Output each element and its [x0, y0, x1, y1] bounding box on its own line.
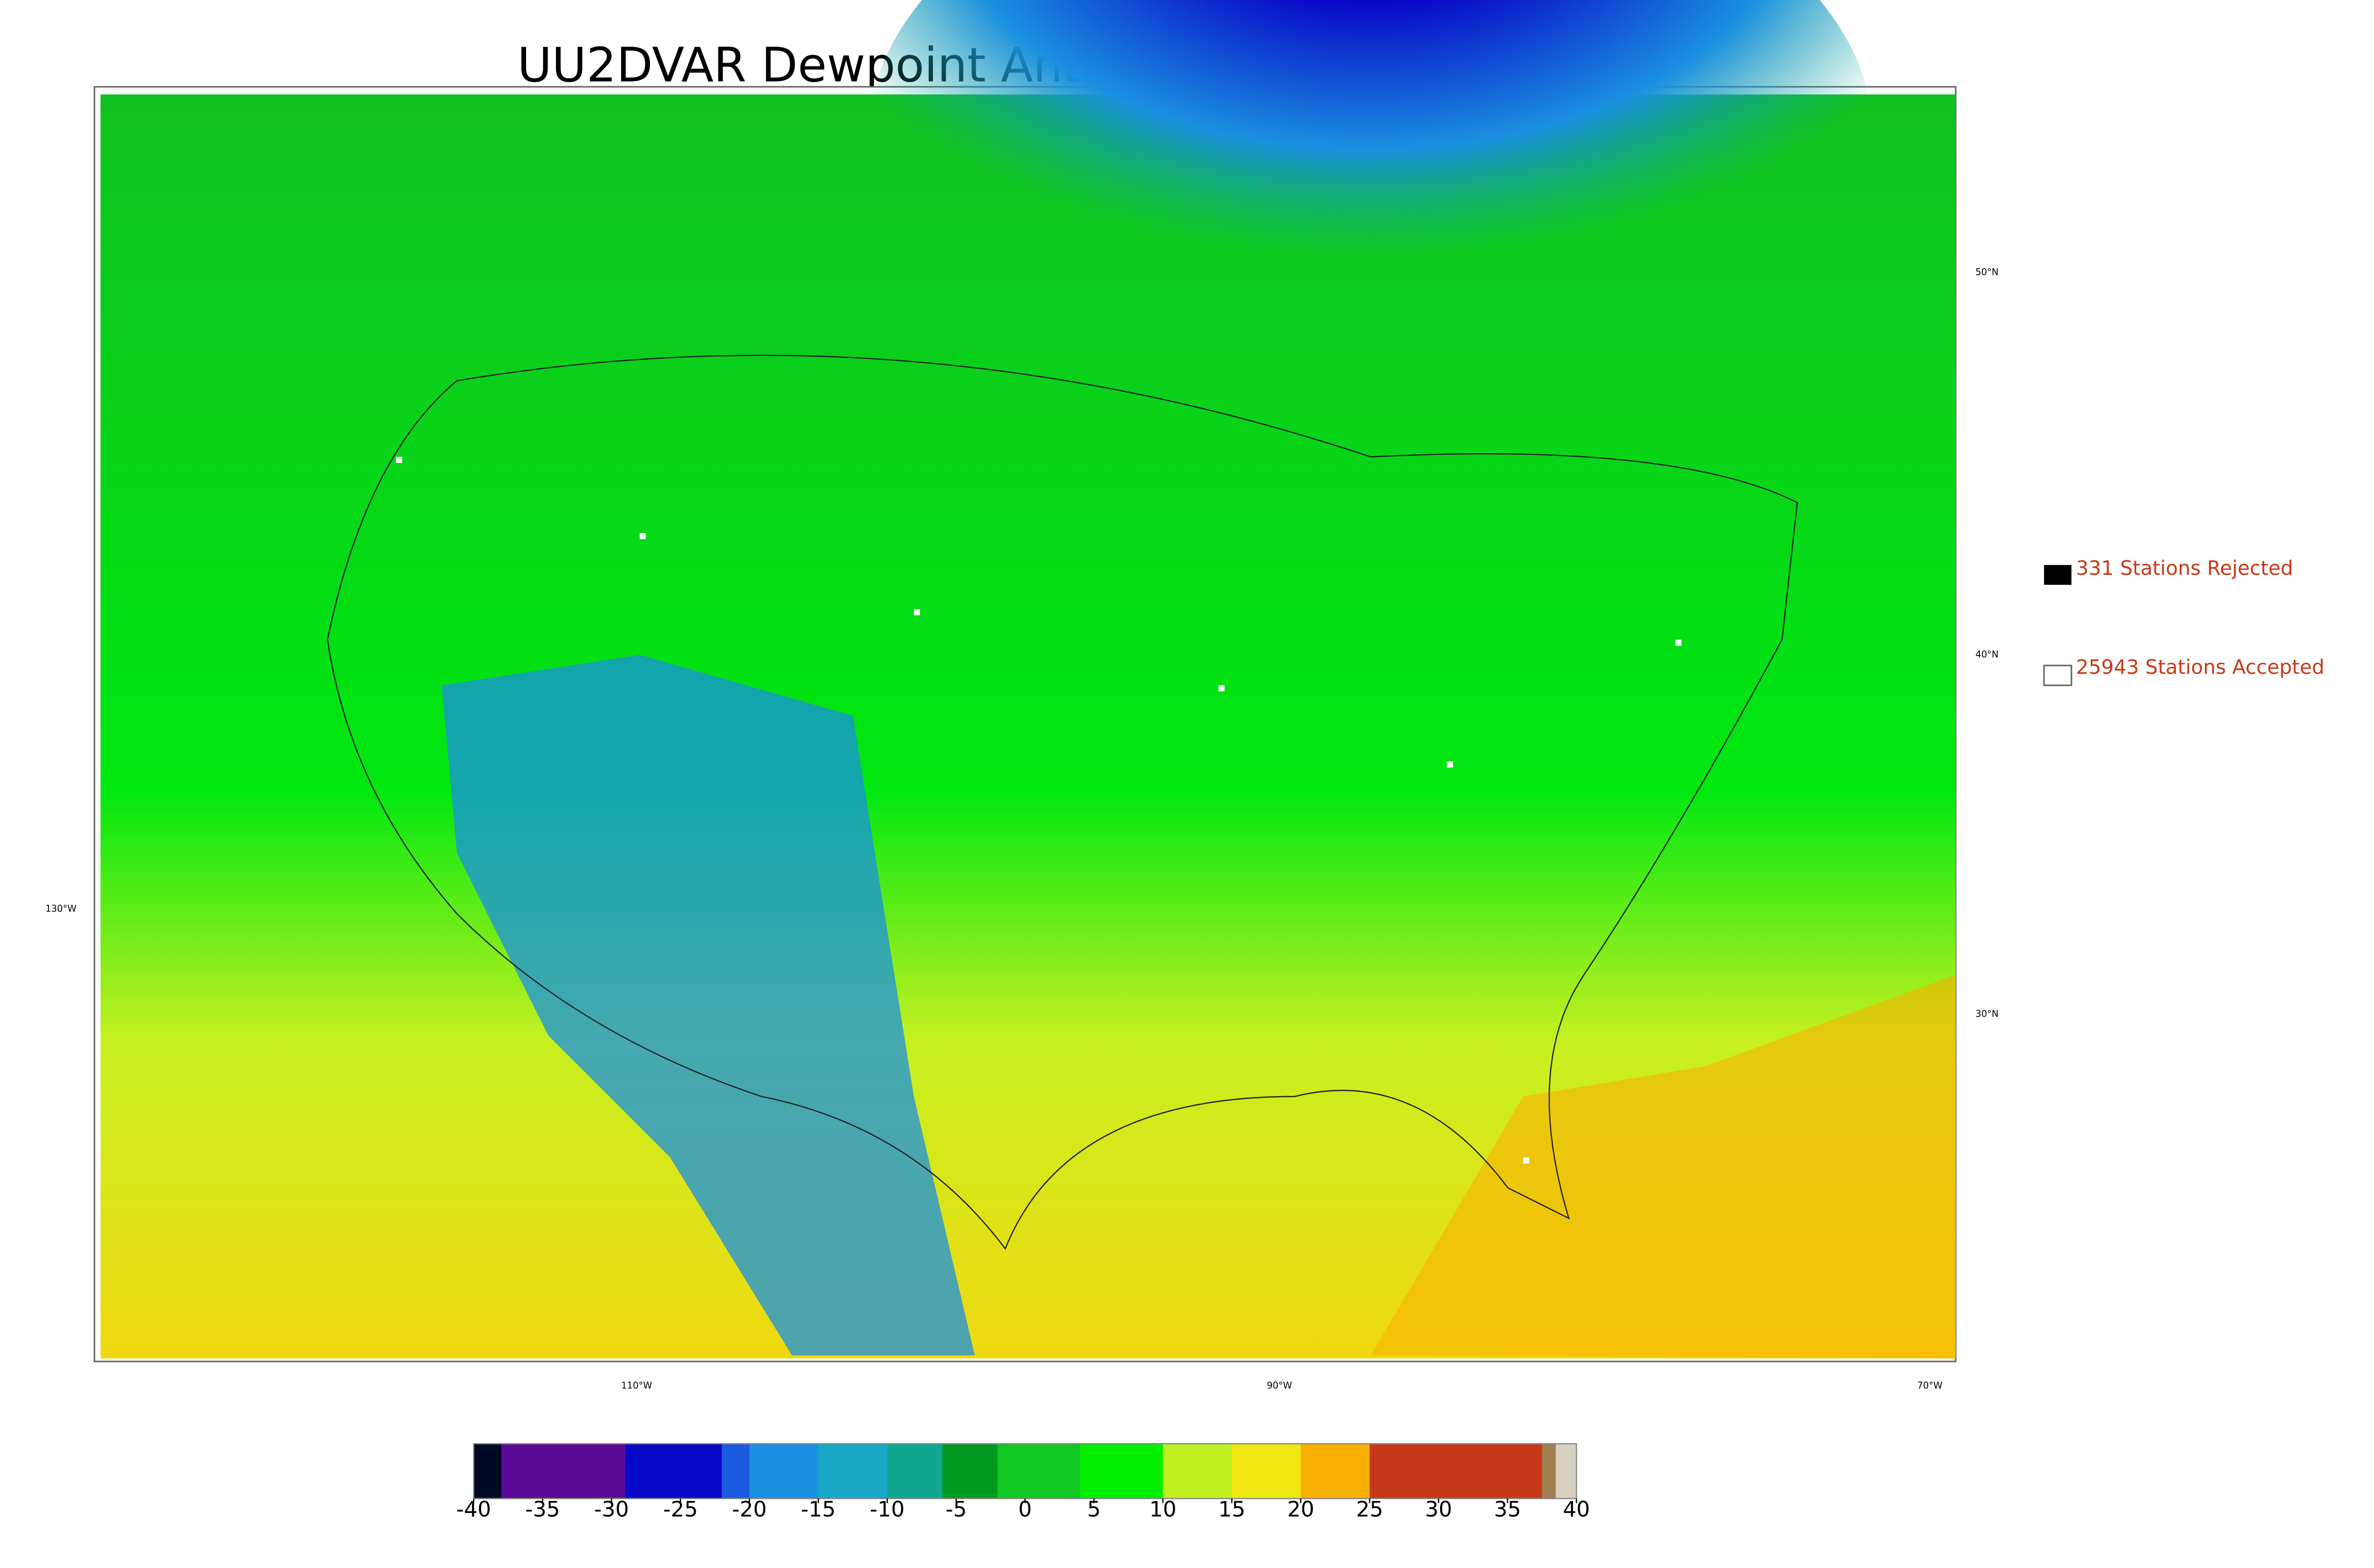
colorbar-segment [887, 1444, 943, 1499]
latitude-label: 30°N [1976, 1008, 1998, 1019]
station-dot [1218, 685, 1225, 692]
warm-region [1371, 975, 1956, 1359]
colorbar-tick-label: 40 [1563, 1496, 1590, 1521]
colorbar-segment [942, 1444, 998, 1499]
dry-region [442, 655, 975, 1356]
colorbar-segment [1163, 1444, 1233, 1499]
colorbar-tick-label: -10 [870, 1496, 904, 1521]
colorbar-tick-label: -5 [945, 1496, 967, 1521]
station-dot [396, 457, 402, 463]
colorbar-segment [625, 1444, 723, 1499]
legend-rejected: 331 Stations Rejected [2076, 556, 2293, 580]
rejected-swatch [2044, 565, 2072, 585]
colorbar-tick-label: -25 [663, 1496, 697, 1521]
colorbar-tick-label: 35 [1494, 1496, 1521, 1521]
station-dots [396, 457, 1682, 1164]
legend-accepted: 25943 Stations Accepted [2076, 655, 2324, 678]
coastline [327, 355, 1798, 1250]
colorbar-tick-label: 20 [1287, 1496, 1314, 1521]
station-dot [1675, 639, 1682, 646]
colorbar-segment [1542, 1444, 1556, 1499]
colorbar-segment [1300, 1444, 1370, 1499]
cold-region [868, 0, 1874, 442]
colorbar-tick-label: -40 [456, 1496, 491, 1521]
colorbar-tick-label: 0 [1018, 1496, 1032, 1521]
colorbar-segment [473, 1444, 502, 1499]
colorbar-segment [749, 1444, 819, 1499]
longitude-labels: 130°W 110°W 90°W 70°W [46, 903, 1942, 1391]
colorbar-tick-label: 30 [1425, 1496, 1452, 1521]
accepted-swatch [2043, 665, 2073, 686]
colorbar-segment [997, 1444, 1081, 1499]
colorbar: -40 -35 -30 -25 -20 -15 -10 -5 0 5 10 15 20 25 30 35 40 [456, 1443, 1590, 1521]
latitude-label: 50°N [1976, 267, 1998, 278]
station-dot [1447, 761, 1453, 768]
longitude-label: 130°W [46, 903, 76, 914]
colorbar-segment [1369, 1444, 1543, 1499]
colorbar-segment [1232, 1444, 1301, 1499]
station-dot [640, 533, 646, 539]
colorbar-tick-label: -30 [594, 1496, 629, 1521]
colorbar-segment [501, 1444, 626, 1499]
colorbar-tick-label: -20 [732, 1496, 767, 1521]
colorbar-tick-label: -15 [801, 1496, 836, 1521]
longitude-label: 70°W [1917, 1380, 1942, 1391]
colorbar-tick-label: 10 [1149, 1496, 1177, 1521]
legend: 331 Stations Rejected 25943 Stations Acc… [2043, 556, 2325, 686]
colorbar-segment [1080, 1444, 1164, 1499]
colorbar-segment [722, 1444, 750, 1499]
latitude-labels: 50°N 40°N 30°N [1976, 267, 1998, 1019]
longitude-label: 90°W [1267, 1380, 1292, 1391]
colorbar-tick-label: 15 [1218, 1496, 1245, 1521]
station-dot [1523, 1157, 1529, 1164]
colorbar-tick-label: -35 [525, 1496, 560, 1521]
longitude-label: 110°W [621, 1380, 652, 1391]
colorbar-tick-label: 5 [1087, 1496, 1101, 1521]
colorbar-segment [1555, 1444, 1577, 1499]
latitude-label: 40°N [1976, 649, 1998, 660]
colorbar-segment [818, 1444, 888, 1499]
station-dot [914, 609, 920, 616]
colorbar-tick-label: 25 [1356, 1496, 1383, 1521]
map [94, 0, 1957, 1362]
